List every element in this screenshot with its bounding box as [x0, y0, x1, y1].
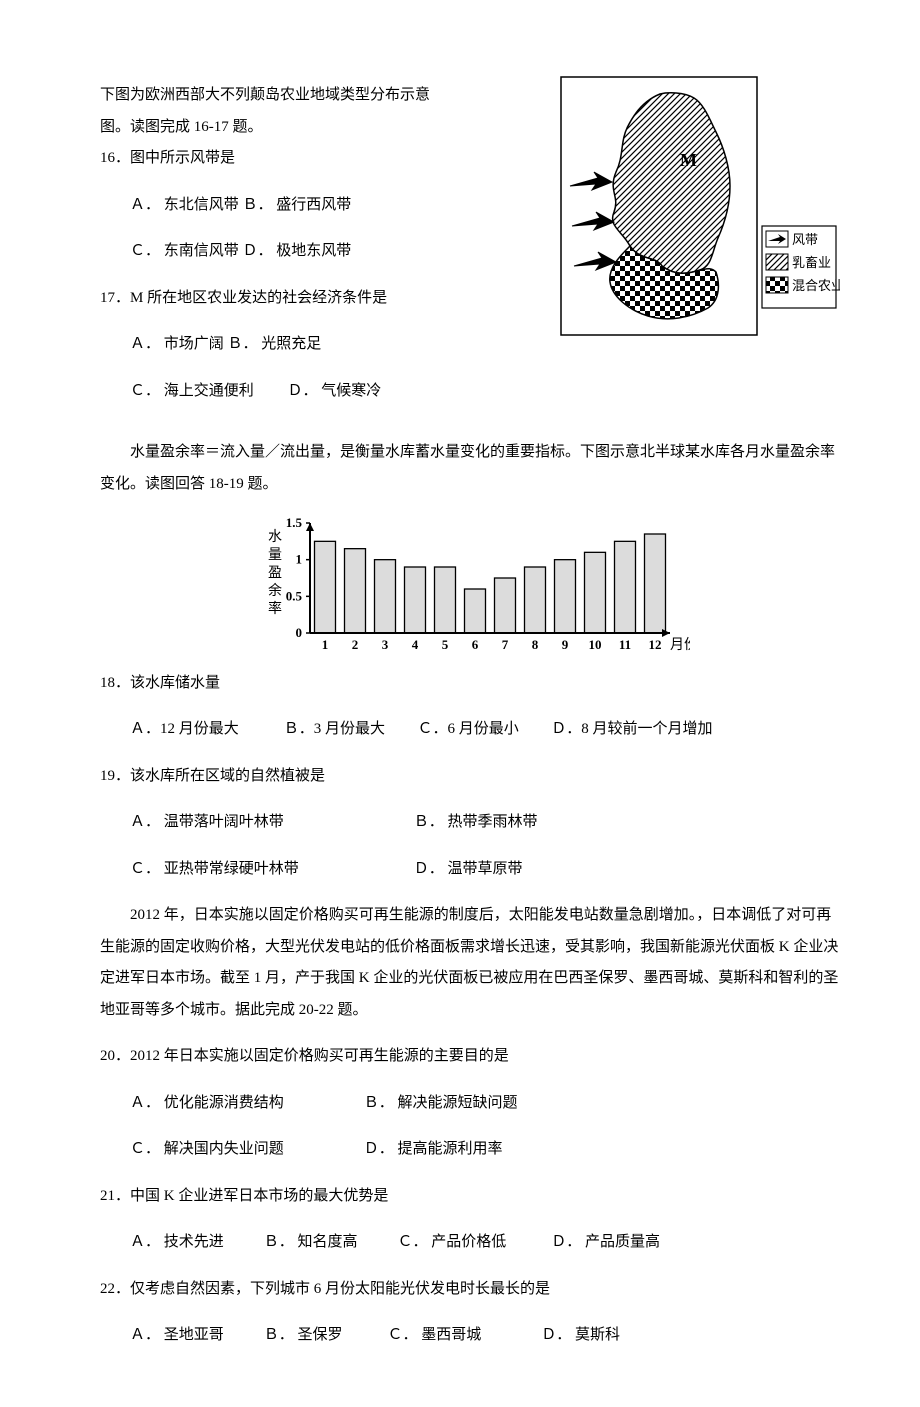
- legend-dairy: 乳畜业: [792, 255, 831, 270]
- svg-text:盈: 盈: [268, 566, 282, 581]
- q16-d: Ｄ． 极地东风带: [243, 243, 352, 259]
- q22-c: Ｃ． 墨西哥城: [388, 1320, 538, 1352]
- japan-intro: 2012 年，日本实施以固定价格购买可再生能源的制度后，太阳能发电站数量急剧增加…: [100, 900, 840, 1026]
- q21-opts: Ａ． 技术先进 Ｂ． 知名度高 Ｃ． 产品价格低 Ｄ． 产品质量高: [100, 1227, 840, 1259]
- q22-opts: Ａ． 圣地亚哥 Ｂ． 圣保罗 Ｃ． 墨西哥城 Ｄ． 莫斯科: [100, 1320, 840, 1352]
- q22-stem: 22．仅考虑自然因素，下列城市 6 月份太阳能光伏发电时长最长的是: [100, 1274, 840, 1306]
- svg-text:2: 2: [352, 637, 359, 652]
- q18-d: Ｄ．8 月较前一个月增加: [551, 714, 712, 746]
- q19-row1: Ａ． 温带落叶阔叶林带 Ｂ． 热带季雨林带: [100, 807, 840, 839]
- map-m-label: M: [680, 150, 697, 170]
- q19-d: Ｄ． 温带草原带: [414, 861, 523, 877]
- q19-row2: Ｃ． 亚热带常绿硬叶林带 Ｄ． 温带草原带: [100, 854, 840, 886]
- q21-b: Ｂ． 知名度高: [264, 1227, 394, 1259]
- svg-text:月份: 月份: [670, 637, 690, 653]
- legend-wind: 风带: [792, 232, 818, 247]
- q17-a: Ａ． 市场广阔: [130, 336, 224, 352]
- svg-text:10: 10: [589, 637, 602, 652]
- reservoir-intro: 水量盈余率＝流入量／流出量，是衡量水库蓄水量变化的重要指标。下图示意北半球某水库…: [100, 437, 840, 500]
- svg-text:量: 量: [268, 547, 282, 563]
- q20-stem: 20．2012 年日本实施以固定价格购买可再生能源的主要目的是: [100, 1041, 840, 1073]
- legend-mixed: 混合农业: [792, 278, 840, 293]
- q21-a: Ａ． 技术先进: [130, 1227, 260, 1259]
- uk-map-figure: M 风带 乳畜业 混合农业: [560, 76, 840, 336]
- q22-d: Ｄ． 莫斯科: [541, 1320, 620, 1352]
- svg-text:9: 9: [562, 637, 569, 652]
- q18-opts: Ａ．12 月份最大 Ｂ．3 月份最大 Ｃ．6 月份最小 Ｄ．8 月较前一个月增加: [100, 714, 840, 746]
- q21-stem: 21．中国 K 企业进军日本市场的最大优势是: [100, 1181, 840, 1213]
- svg-text:1: 1: [296, 552, 303, 567]
- svg-text:1: 1: [322, 637, 329, 652]
- svg-text:0.5: 0.5: [286, 588, 303, 603]
- q20-row2: Ｃ． 解决国内失业问题 Ｄ． 提高能源利用率: [100, 1134, 840, 1166]
- svg-text:余: 余: [268, 582, 282, 599]
- q20-d: Ｄ． 提高能源利用率: [364, 1141, 503, 1157]
- q22-b: Ｂ． 圣保罗: [264, 1320, 384, 1352]
- q18-a: Ａ．12 月份最大: [130, 714, 280, 746]
- q20-b: Ｂ． 解决能源短缺问题: [364, 1095, 518, 1111]
- q19-b: Ｂ． 热带季雨林带: [414, 814, 538, 830]
- q17-row2: Ｃ． 海上交通便利 Ｄ． 气候寒冷: [100, 376, 840, 408]
- q21-d: Ｄ． 产品质量高: [551, 1227, 660, 1259]
- q21-c: Ｃ． 产品价格低: [398, 1227, 548, 1259]
- q20-c: Ｃ． 解决国内失业问题: [130, 1134, 360, 1166]
- q22-a: Ａ． 圣地亚哥: [130, 1320, 260, 1352]
- svg-text:1.5: 1.5: [286, 515, 303, 530]
- uk-map-svg: M 风带 乳畜业 混合农业: [560, 76, 840, 336]
- svg-text:11: 11: [619, 637, 631, 652]
- svg-text:8: 8: [532, 637, 539, 652]
- svg-text:4: 4: [412, 637, 419, 652]
- q17-b: Ｂ． 光照充足: [228, 336, 322, 352]
- q16-a: Ａ． 东北信风带: [130, 197, 239, 213]
- q18-b: Ｂ．3 月份最大: [284, 714, 414, 746]
- q16-c: Ｃ． 东南信风带: [130, 243, 239, 259]
- q18-c: Ｃ．6 月份最小: [418, 714, 548, 746]
- svg-text:3: 3: [382, 637, 389, 652]
- q16-b: Ｂ． 盛行西风带: [243, 197, 352, 213]
- q18-stem: 18．该水库储水量: [100, 668, 840, 700]
- svg-text:12: 12: [649, 637, 662, 652]
- surplus-chart: 00.511.5123456789101112水量盈余率月份: [100, 515, 840, 668]
- q17-c: Ｃ． 海上交通便利: [130, 383, 254, 399]
- svg-text:率: 率: [268, 600, 282, 617]
- svg-text:7: 7: [502, 637, 509, 652]
- svg-text:6: 6: [472, 637, 479, 652]
- svg-text:0: 0: [296, 625, 303, 640]
- q19-c: Ｃ． 亚热带常绿硬叶林带: [130, 854, 410, 886]
- q17-d: Ｄ． 气候寒冷: [288, 383, 382, 399]
- svg-text:水: 水: [268, 529, 282, 545]
- q20-row1: Ａ． 优化能源消费结构 Ｂ． 解决能源短缺问题: [100, 1088, 840, 1120]
- q20-a: Ａ． 优化能源消费结构: [130, 1088, 360, 1120]
- q19-stem: 19．该水库所在区域的自然植被是: [100, 761, 840, 793]
- q19-a: Ａ． 温带落叶阔叶林带: [130, 807, 410, 839]
- svg-text:5: 5: [442, 637, 449, 652]
